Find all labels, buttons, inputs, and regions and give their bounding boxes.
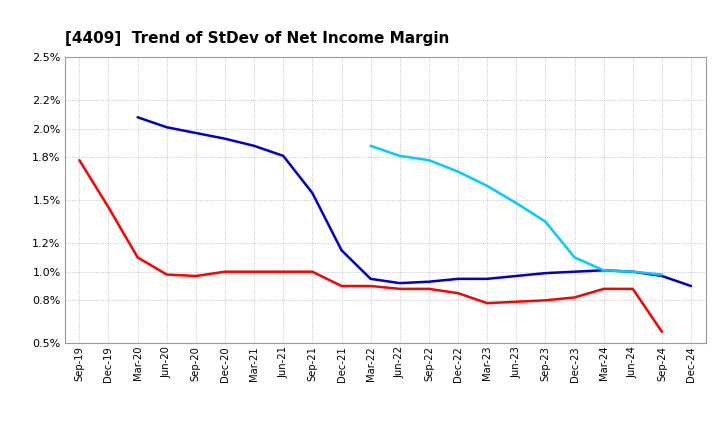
- 5 Years: [220, 136, 229, 141]
- 7 Years: [366, 143, 375, 148]
- 3 Years: [629, 286, 637, 291]
- 5 Years: [395, 281, 404, 286]
- 3 Years: [192, 273, 200, 279]
- 3 Years: [133, 255, 142, 260]
- 5 Years: [657, 273, 666, 279]
- 5 Years: [366, 276, 375, 282]
- 5 Years: [599, 268, 608, 273]
- 5 Years: [454, 276, 462, 282]
- 3 Years: [250, 269, 258, 275]
- 3 Years: [483, 301, 492, 306]
- 3 Years: [599, 286, 608, 291]
- 3 Years: [104, 205, 113, 210]
- 5 Years: [250, 143, 258, 148]
- 7 Years: [657, 272, 666, 277]
- 5 Years: [629, 269, 637, 275]
- 3 Years: [75, 158, 84, 163]
- 7 Years: [483, 183, 492, 188]
- 7 Years: [541, 219, 550, 224]
- 5 Years: [163, 125, 171, 130]
- 3 Years: [395, 286, 404, 291]
- 3 Years: [279, 269, 287, 275]
- 3 Years: [366, 283, 375, 289]
- 3 Years: [308, 269, 317, 275]
- 7 Years: [454, 169, 462, 174]
- 5 Years: [483, 276, 492, 282]
- Text: [4409]  Trend of StDev of Net Income Margin: [4409] Trend of StDev of Net Income Marg…: [65, 31, 449, 46]
- 5 Years: [337, 248, 346, 253]
- 3 Years: [220, 269, 229, 275]
- 5 Years: [279, 153, 287, 158]
- 5 Years: [687, 283, 696, 289]
- 5 Years: [570, 269, 579, 275]
- 7 Years: [629, 269, 637, 275]
- 3 Years: [163, 272, 171, 277]
- 7 Years: [599, 268, 608, 273]
- 5 Years: [425, 279, 433, 284]
- 3 Years: [512, 299, 521, 304]
- 7 Years: [512, 200, 521, 205]
- 7 Years: [570, 255, 579, 260]
- 7 Years: [395, 153, 404, 158]
- 7 Years: [425, 158, 433, 163]
- 3 Years: [425, 286, 433, 291]
- 3 Years: [570, 295, 579, 300]
- 5 Years: [541, 271, 550, 276]
- Line: 5 Years: 5 Years: [138, 117, 691, 286]
- 3 Years: [454, 290, 462, 296]
- 5 Years: [512, 273, 521, 279]
- 3 Years: [337, 283, 346, 289]
- Line: 3 Years: 3 Years: [79, 160, 662, 332]
- 3 Years: [541, 297, 550, 303]
- 5 Years: [133, 114, 142, 120]
- 5 Years: [308, 191, 317, 196]
- 5 Years: [192, 130, 200, 136]
- 3 Years: [657, 329, 666, 334]
- Line: 7 Years: 7 Years: [371, 146, 662, 275]
